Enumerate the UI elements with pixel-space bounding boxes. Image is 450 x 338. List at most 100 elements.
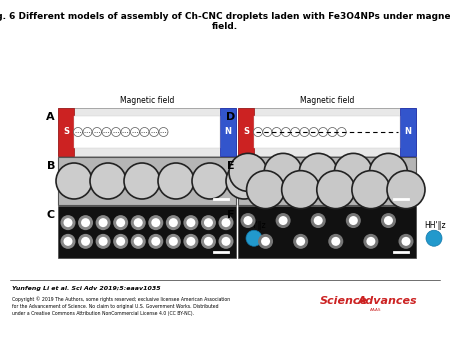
Circle shape	[293, 234, 308, 249]
Bar	[74, 116, 220, 148]
Text: HH'‖z: HH'‖z	[244, 221, 266, 230]
Circle shape	[169, 218, 178, 227]
Circle shape	[186, 237, 195, 246]
Circle shape	[151, 237, 160, 246]
Circle shape	[309, 127, 318, 137]
Circle shape	[426, 230, 442, 246]
Circle shape	[184, 215, 198, 230]
Text: Yunfeng Li et al. Sci Adv 2019;5:eaav1035: Yunfeng Li et al. Sci Adv 2019;5:eaav103…	[12, 286, 161, 291]
Circle shape	[166, 234, 181, 249]
Circle shape	[331, 237, 340, 246]
Circle shape	[328, 234, 343, 249]
Circle shape	[317, 171, 355, 209]
Circle shape	[186, 218, 195, 227]
Circle shape	[264, 153, 302, 191]
Bar	[238, 108, 416, 156]
Circle shape	[226, 163, 262, 199]
Circle shape	[275, 213, 291, 228]
Circle shape	[246, 230, 262, 246]
Circle shape	[272, 127, 281, 137]
Text: Science: Science	[320, 296, 368, 306]
Circle shape	[229, 153, 267, 191]
Text: C: C	[47, 210, 55, 220]
Circle shape	[299, 153, 337, 191]
Circle shape	[112, 127, 121, 137]
Bar	[238, 157, 416, 205]
Bar	[58, 108, 74, 156]
Circle shape	[381, 213, 396, 228]
Circle shape	[201, 215, 216, 230]
Circle shape	[83, 127, 92, 137]
Text: A: A	[46, 112, 55, 122]
Circle shape	[384, 216, 393, 225]
Bar	[220, 108, 236, 156]
Circle shape	[258, 234, 273, 249]
Circle shape	[253, 127, 262, 137]
Text: Magnetic field: Magnetic field	[120, 96, 174, 105]
Circle shape	[387, 171, 425, 209]
Bar	[58, 157, 236, 205]
Text: E: E	[227, 161, 235, 171]
Circle shape	[113, 234, 128, 249]
Circle shape	[149, 127, 158, 137]
Circle shape	[240, 213, 256, 228]
Circle shape	[148, 215, 163, 230]
Circle shape	[349, 216, 358, 225]
Circle shape	[130, 234, 146, 249]
Text: Copyright © 2019 The Authors, some rights reserved; exclusive licensee American : Copyright © 2019 The Authors, some right…	[12, 296, 230, 316]
Circle shape	[63, 237, 72, 246]
Circle shape	[99, 237, 108, 246]
Circle shape	[369, 153, 407, 191]
Text: N: N	[225, 127, 231, 137]
Circle shape	[63, 218, 72, 227]
Circle shape	[328, 127, 337, 137]
Circle shape	[364, 234, 378, 249]
Circle shape	[73, 127, 82, 137]
Circle shape	[310, 213, 326, 228]
Text: F: F	[228, 210, 235, 220]
Circle shape	[81, 218, 90, 227]
Bar	[400, 108, 416, 156]
Text: HH'‖z: HH'‖z	[424, 221, 446, 230]
Circle shape	[93, 127, 102, 137]
Circle shape	[204, 218, 213, 227]
Circle shape	[134, 218, 143, 227]
Circle shape	[78, 234, 93, 249]
Circle shape	[166, 215, 181, 230]
Circle shape	[95, 234, 111, 249]
Circle shape	[184, 234, 198, 249]
Bar	[238, 108, 254, 156]
Circle shape	[319, 127, 328, 137]
Circle shape	[282, 171, 320, 209]
Text: N: N	[405, 127, 411, 137]
Text: Magnetic field: Magnetic field	[300, 96, 354, 105]
Circle shape	[140, 127, 149, 137]
Circle shape	[113, 215, 128, 230]
Circle shape	[243, 216, 252, 225]
Circle shape	[401, 237, 410, 246]
Circle shape	[337, 127, 346, 137]
Circle shape	[159, 127, 168, 137]
Circle shape	[346, 213, 361, 228]
Text: D: D	[226, 112, 235, 122]
Circle shape	[279, 216, 288, 225]
Circle shape	[263, 127, 272, 137]
Circle shape	[121, 127, 130, 137]
Circle shape	[300, 127, 309, 137]
Circle shape	[60, 234, 76, 249]
Circle shape	[204, 237, 213, 246]
Circle shape	[281, 127, 290, 137]
Circle shape	[334, 153, 372, 191]
Bar	[238, 206, 416, 258]
Circle shape	[95, 215, 111, 230]
Circle shape	[116, 237, 125, 246]
Text: Advances: Advances	[358, 296, 418, 306]
Circle shape	[169, 237, 178, 246]
Bar	[58, 108, 236, 156]
Circle shape	[130, 127, 140, 137]
Circle shape	[219, 215, 234, 230]
Circle shape	[352, 171, 390, 209]
Circle shape	[399, 234, 414, 249]
Circle shape	[99, 218, 108, 227]
Circle shape	[116, 218, 125, 227]
